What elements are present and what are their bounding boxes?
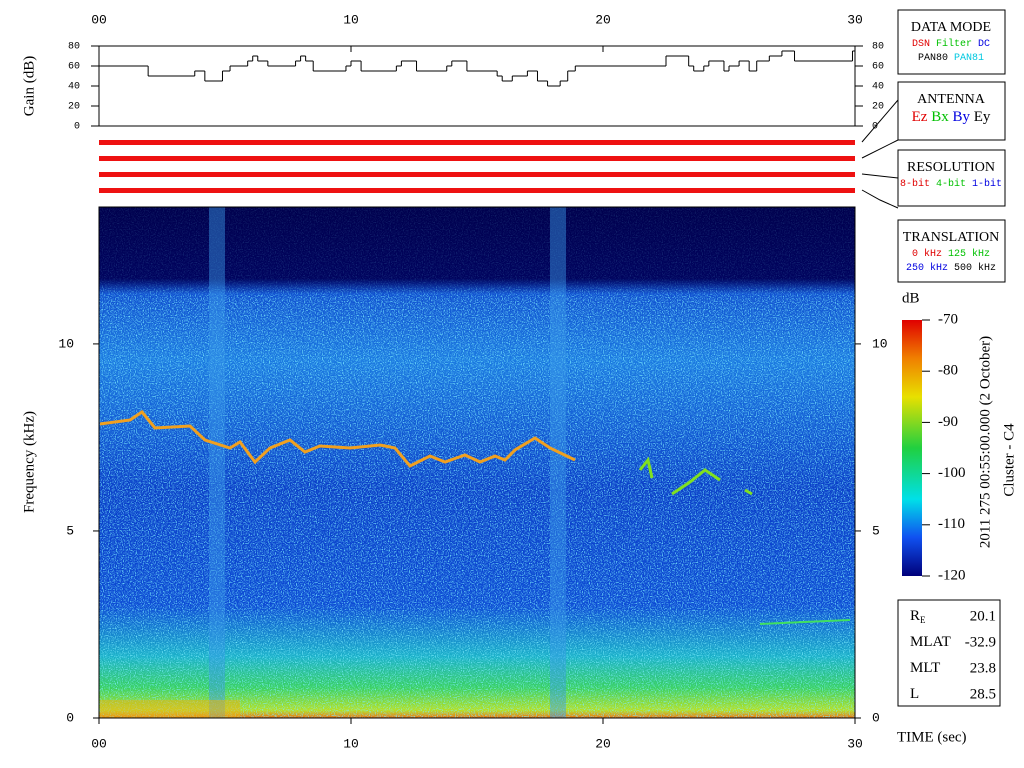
ephemeris-sub: E [920, 615, 926, 625]
panel-item: 0 kHz [912, 248, 942, 260]
y-tick-label-right: 10 [872, 336, 888, 351]
ephemeris-name: R [910, 608, 920, 624]
ephemeris-label: MLT [910, 660, 940, 676]
y-tick-label-right: 0 [872, 710, 880, 725]
colorbar-tick-label: -120 [938, 567, 966, 583]
antenna-bars [99, 140, 855, 193]
ephemeris-name: MLT [910, 660, 940, 676]
panel-row: Ez Bx By Ey [912, 109, 991, 125]
panel-item: PAN81 [954, 53, 984, 64]
panel-box [897, 149, 1006, 207]
colorbar-tick-label: -80 [938, 363, 958, 379]
colorbar-tick-label: -70 [938, 311, 958, 327]
panel-item: 250 kHz [906, 262, 948, 274]
y-tick-label: 10 [58, 336, 74, 351]
panel-item: 4-bit [936, 178, 966, 190]
y-tick-label: 0 [74, 122, 80, 133]
panel-item: Ez [912, 109, 928, 125]
panel-item: DSN [912, 39, 930, 50]
ephemeris-value: -32.9 [965, 634, 996, 650]
panel-box [897, 219, 1006, 283]
panel-item: 500 kHz [954, 262, 996, 274]
panel-item: PAN80 [918, 53, 948, 64]
plot-frame [98, 206, 856, 719]
x-tick-label: 20 [595, 12, 611, 27]
x-tick-label: 10 [343, 12, 359, 27]
panel-item: By [952, 109, 970, 125]
y-tick-label-right: 80 [872, 42, 884, 53]
y-tick-label-right: 0 [872, 122, 878, 133]
ephemeris-name: MLAT [910, 634, 951, 650]
x-tick-label: 00 [91, 736, 107, 751]
panel-item: 8-bit [900, 178, 930, 190]
ephemeris-label: MLAT [910, 634, 951, 650]
panel-row: PAN80 PAN81 [918, 53, 984, 64]
y-tick-label: 80 [68, 42, 80, 53]
panel-row: 0 kHz 125 kHz [912, 248, 990, 260]
panel-row: DSN Filter DC [912, 38, 990, 50]
date-label: 2011 275 00:55:00.000 (2 October) [977, 336, 993, 548]
panel-title: ANTENNA [917, 92, 986, 107]
ephemeris-label: L [910, 686, 919, 702]
colorbar-label: dB [902, 290, 920, 306]
spectrogram-image [99, 207, 855, 718]
ephemeris-name: L [910, 686, 919, 702]
y-tick-label-right: 5 [872, 523, 880, 538]
panel-box [897, 9, 1006, 75]
panel-item: Bx [931, 109, 949, 125]
panel-title: TRANSLATION [903, 230, 999, 245]
x-axis-label: TIME (sec) [897, 729, 967, 745]
ephemeris-value: 28.5 [970, 686, 996, 702]
panel-title: DATA MODE [911, 20, 991, 35]
ephemeris-label: RE [910, 608, 926, 625]
x-tick-label: 30 [847, 736, 863, 751]
panel-title: RESOLUTION [907, 160, 995, 175]
x-tick-label: 30 [847, 12, 863, 27]
panel-item: Filter [936, 38, 972, 50]
x-tick-label: 20 [595, 736, 611, 751]
colorbar [902, 320, 922, 576]
y-axis-label: Gain (dB) [21, 56, 37, 116]
y-axis-label: Frequency (kHz) [21, 411, 37, 513]
y-tick-label: 20 [68, 102, 80, 113]
colorbar-tick-label: -90 [938, 414, 958, 430]
panel-item: DC [978, 39, 990, 50]
colorbar-tick-label: -110 [938, 516, 965, 532]
y-tick-label-right: 40 [872, 82, 884, 93]
colorbar-tick-label: -100 [938, 465, 966, 481]
x-tick-label: 10 [343, 736, 359, 751]
panel-item: Ey [974, 109, 991, 125]
panel-item: 1-bit [972, 178, 1002, 190]
panel-row: 250 kHz 500 kHz [906, 262, 996, 274]
connectors [861, 99, 899, 209]
spacecraft-label: Cluster - C4 [1001, 423, 1017, 497]
panel-box [897, 81, 1006, 141]
ephemeris-box [897, 599, 1001, 707]
panel-row: 8-bit 4-bit 1-bit [900, 178, 1002, 190]
y-tick-label: 40 [68, 82, 80, 93]
y-tick-label: 5 [66, 523, 74, 538]
y-tick-label: 0 [66, 710, 74, 725]
y-tick-label-right: 60 [872, 62, 884, 73]
panel-item: 125 kHz [948, 248, 990, 260]
y-tick-label: 60 [68, 62, 80, 73]
ephemeris-value: 23.8 [970, 660, 996, 676]
x-tick-label: 00 [91, 12, 107, 27]
y-tick-label-right: 20 [872, 102, 884, 113]
ephemeris-value: 20.1 [970, 608, 996, 624]
plot-frame [98, 45, 856, 127]
